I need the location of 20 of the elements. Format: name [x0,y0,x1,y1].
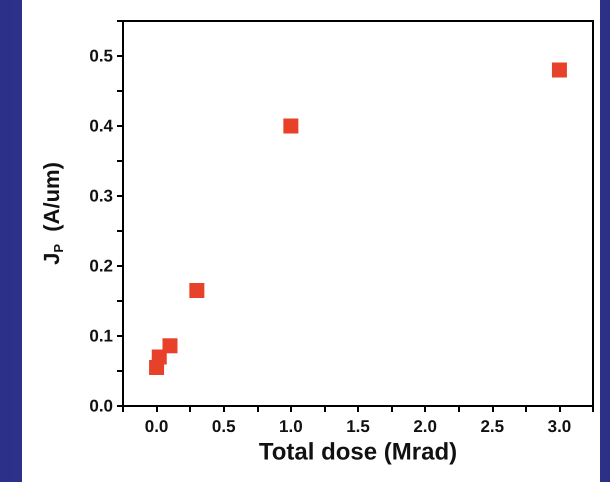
y-axis-title: JP (A/um) [39,162,66,265]
x-tick-label: 3.0 [548,417,572,436]
x-tick-label: 0.5 [212,417,236,436]
y-tick-label: 0.5 [89,46,113,66]
y-tick-label: 0.3 [89,186,113,206]
x-tick-label: 2.5 [480,417,504,436]
y-tick-label: 0.1 [89,326,113,346]
point [152,350,167,364]
point [552,62,567,78]
y-tick-label: 0.0 [89,396,113,416]
x-tick-label: 2.0 [413,417,437,436]
y-tick-label: 0.2 [89,256,113,276]
point [189,283,204,298]
x-tick-label: 1.0 [279,417,303,436]
y-tick-label: 0.4 [89,116,114,136]
point [283,118,298,134]
x-tick-label: 0.0 [144,417,168,436]
x-tick-label: 1.5 [346,417,370,436]
x-axis-title: Total dose (Mrad) [258,438,458,466]
point [162,338,178,354]
